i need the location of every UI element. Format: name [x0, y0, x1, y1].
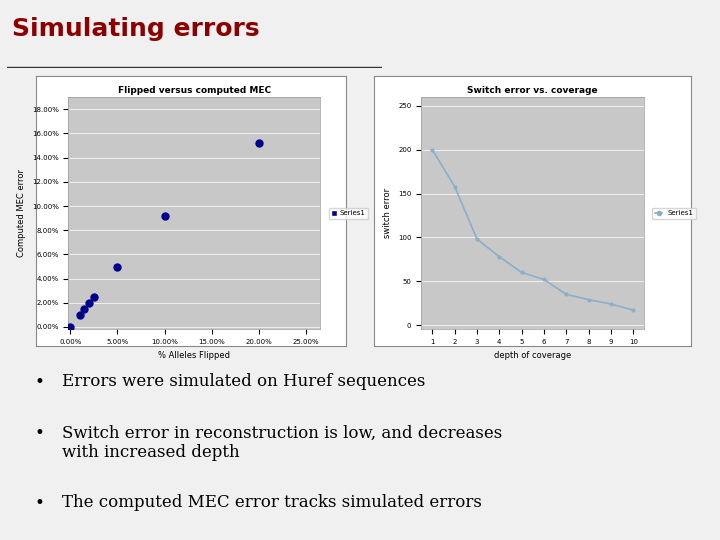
Text: •: •	[35, 494, 45, 512]
Point	[78, 305, 90, 313]
Point	[253, 139, 265, 147]
Y-axis label: Computed MEC error: Computed MEC error	[17, 170, 26, 257]
Text: The computed MEC error tracks simulated errors: The computed MEC error tracks simulated …	[62, 494, 482, 511]
X-axis label: % Alleles Flipped: % Alleles Flipped	[158, 350, 230, 360]
Legend: Series1: Series1	[329, 207, 368, 219]
Y-axis label: switch error: switch error	[384, 188, 392, 238]
Text: Errors were simulated on Huref sequences: Errors were simulated on Huref sequences	[62, 373, 425, 390]
X-axis label: depth of coverage: depth of coverage	[494, 350, 572, 360]
Point	[74, 310, 86, 319]
Text: Switch error in reconstruction is low, and decreases
with increased depth: Switch error in reconstruction is low, a…	[62, 424, 502, 461]
Point	[112, 262, 123, 271]
Title: Flipped versus computed MEC: Flipped versus computed MEC	[118, 86, 271, 95]
Point	[88, 293, 99, 301]
Point	[159, 211, 171, 220]
Text: •: •	[35, 373, 45, 391]
Text: •: •	[35, 424, 45, 442]
Legend: Series1: Series1	[652, 207, 696, 219]
Text: Simulating errors: Simulating errors	[12, 17, 260, 41]
Title: Switch error vs. coverage: Switch error vs. coverage	[467, 86, 598, 95]
Point	[65, 323, 76, 332]
Point	[84, 299, 95, 307]
